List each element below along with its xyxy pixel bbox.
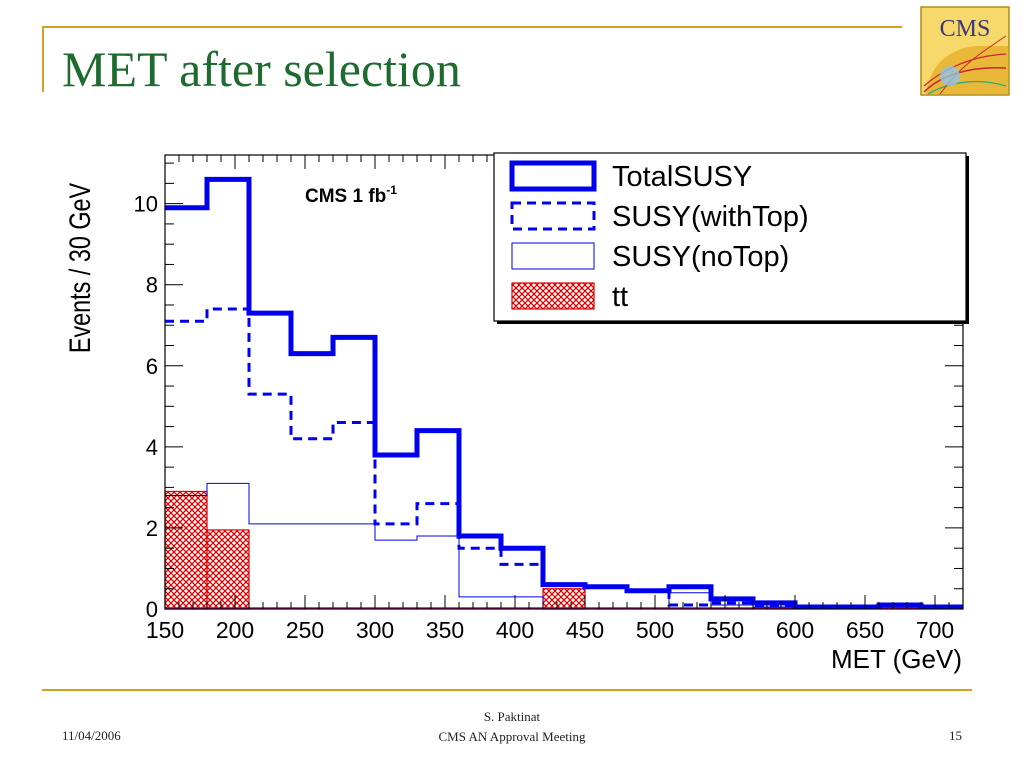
series-tt bbox=[164, 490, 963, 610]
x-tick-label-200: 200 bbox=[216, 617, 254, 643]
title-accent-horizontal bbox=[42, 26, 902, 28]
x-tick-label-450: 450 bbox=[566, 617, 604, 643]
legend-label-susy-notop-: SUSY(noTop) bbox=[612, 241, 789, 273]
legend: TotalSUSY SUSY(withTop) SUSY(noTop) tt bbox=[493, 152, 969, 324]
legend-swatch-susy-withtop- bbox=[510, 201, 596, 231]
legend-label-susy-withtop-: SUSY(withTop) bbox=[612, 201, 809, 233]
x-tick-label-350: 350 bbox=[426, 617, 464, 643]
y-axis-label: Events / 30 GeV bbox=[63, 183, 96, 353]
footer-divider bbox=[42, 689, 972, 691]
luminosity-annotation: CMS 1 fb-1 bbox=[305, 183, 397, 207]
logo-text: CMS bbox=[940, 16, 991, 42]
x-tick-label-250: 250 bbox=[286, 617, 324, 643]
footer-meeting: CMS AN Approval Meeting bbox=[438, 729, 586, 744]
x-tick-label-650: 650 bbox=[846, 617, 884, 643]
annotation-superscript: -1 bbox=[386, 183, 397, 197]
footer-page-number: 15 bbox=[949, 728, 962, 743]
x-axis-label: MET (GeV) bbox=[831, 644, 962, 674]
tt-bin-420 bbox=[542, 588, 586, 610]
legend-swatch-susy-notop- bbox=[511, 242, 595, 270]
cms-logo-icon: CMS bbox=[920, 6, 1010, 96]
x-tick-label-500: 500 bbox=[636, 617, 674, 643]
y-tick-label-8: 8 bbox=[146, 273, 158, 298]
x-tick-label-300: 300 bbox=[356, 617, 394, 643]
series-line-susy-withtop- bbox=[165, 307, 963, 609]
legend-swatch-totalsusy bbox=[509, 160, 597, 192]
y-tick-label-6: 6 bbox=[146, 354, 158, 379]
footer-date: 11/04/2006 bbox=[62, 728, 121, 743]
tt-bin-150 bbox=[164, 490, 208, 610]
x-tick-label-150: 150 bbox=[146, 617, 184, 643]
title-accent-vertical bbox=[42, 26, 44, 92]
y-tick-label-2: 2 bbox=[146, 516, 158, 541]
tt-bin-180 bbox=[206, 529, 250, 610]
footer-center: S. Paktinat CMS AN Approval Meeting bbox=[412, 707, 612, 747]
y-tick-label-0: 0 bbox=[146, 597, 158, 622]
legend-label-tt: tt bbox=[612, 281, 628, 313]
slide-title: MET after selection bbox=[62, 41, 461, 97]
x-tick-label-600: 600 bbox=[776, 617, 814, 643]
x-tick-label-550: 550 bbox=[706, 617, 744, 643]
x-tick-label-700: 700 bbox=[916, 617, 954, 643]
footer-author: S. Paktinat bbox=[483, 709, 541, 724]
y-tick-label-4: 4 bbox=[146, 435, 158, 460]
legend-swatch-tt bbox=[511, 282, 595, 310]
annotation-text: CMS 1 fb bbox=[305, 186, 386, 207]
y-tick-label-10: 10 bbox=[134, 192, 158, 217]
legend-label-totalsusy: TotalSUSY bbox=[612, 161, 752, 193]
x-tick-label-400: 400 bbox=[496, 617, 534, 643]
